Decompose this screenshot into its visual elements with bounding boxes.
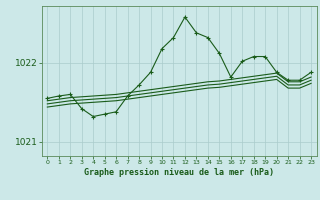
X-axis label: Graphe pression niveau de la mer (hPa): Graphe pression niveau de la mer (hPa): [84, 168, 274, 177]
